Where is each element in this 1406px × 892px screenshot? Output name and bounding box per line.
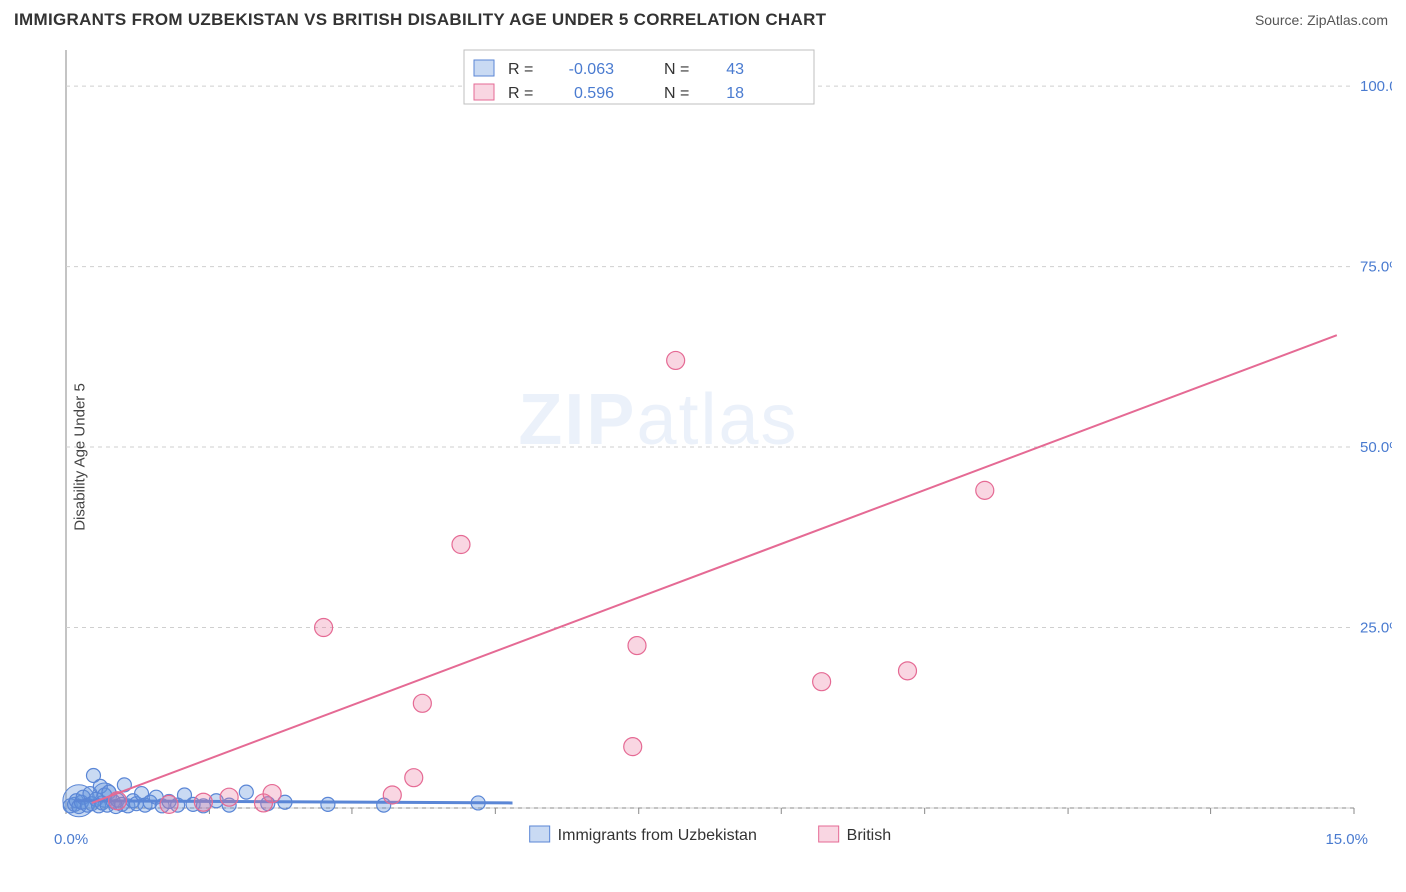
correlation-chart: 25.0% 50.0% 75.0% 100.0% 0.0% 15.0% ZIPatlas R … [14, 42, 1392, 872]
y-axis-label: Disability Age Under 5 [71, 383, 88, 531]
source-prefix: Source: [1255, 12, 1307, 28]
source-name: ZipAtlas.com [1307, 12, 1388, 28]
svg-text:75.0%: 75.0% [1360, 259, 1392, 276]
svg-text:Immigrants from Uzbekistan: Immigrants from Uzbekistan [558, 827, 757, 844]
svg-text:50.0%: 50.0% [1360, 439, 1392, 456]
page-title: IMMIGRANTS FROM UZBEKISTAN VS BRITISH DI… [14, 10, 826, 30]
svg-text:R =: R = [508, 85, 533, 102]
svg-text:100.0%: 100.0% [1360, 78, 1392, 95]
svg-text:ZIPatlas: ZIPatlas [518, 380, 798, 460]
chart-container: Disability Age Under 5 25.0% 50.0% 75.0% 10… [14, 42, 1392, 872]
svg-text:-0.063: -0.063 [569, 61, 614, 78]
svg-text:0.0%: 0.0% [54, 831, 88, 848]
svg-text:British: British [847, 827, 891, 844]
svg-text:15.0%: 15.0% [1325, 831, 1368, 848]
svg-text:18: 18 [726, 85, 744, 102]
svg-text:N =: N = [664, 85, 689, 102]
svg-text:0.596: 0.596 [574, 85, 614, 102]
source-label: Source: ZipAtlas.com [1255, 12, 1388, 28]
svg-text:43: 43 [726, 61, 744, 78]
header: IMMIGRANTS FROM UZBEKISTAN VS BRITISH DI… [0, 0, 1406, 36]
svg-text:N =: N = [664, 61, 689, 78]
svg-text:R =: R = [508, 61, 533, 78]
svg-text:25.0%: 25.0% [1360, 620, 1392, 637]
